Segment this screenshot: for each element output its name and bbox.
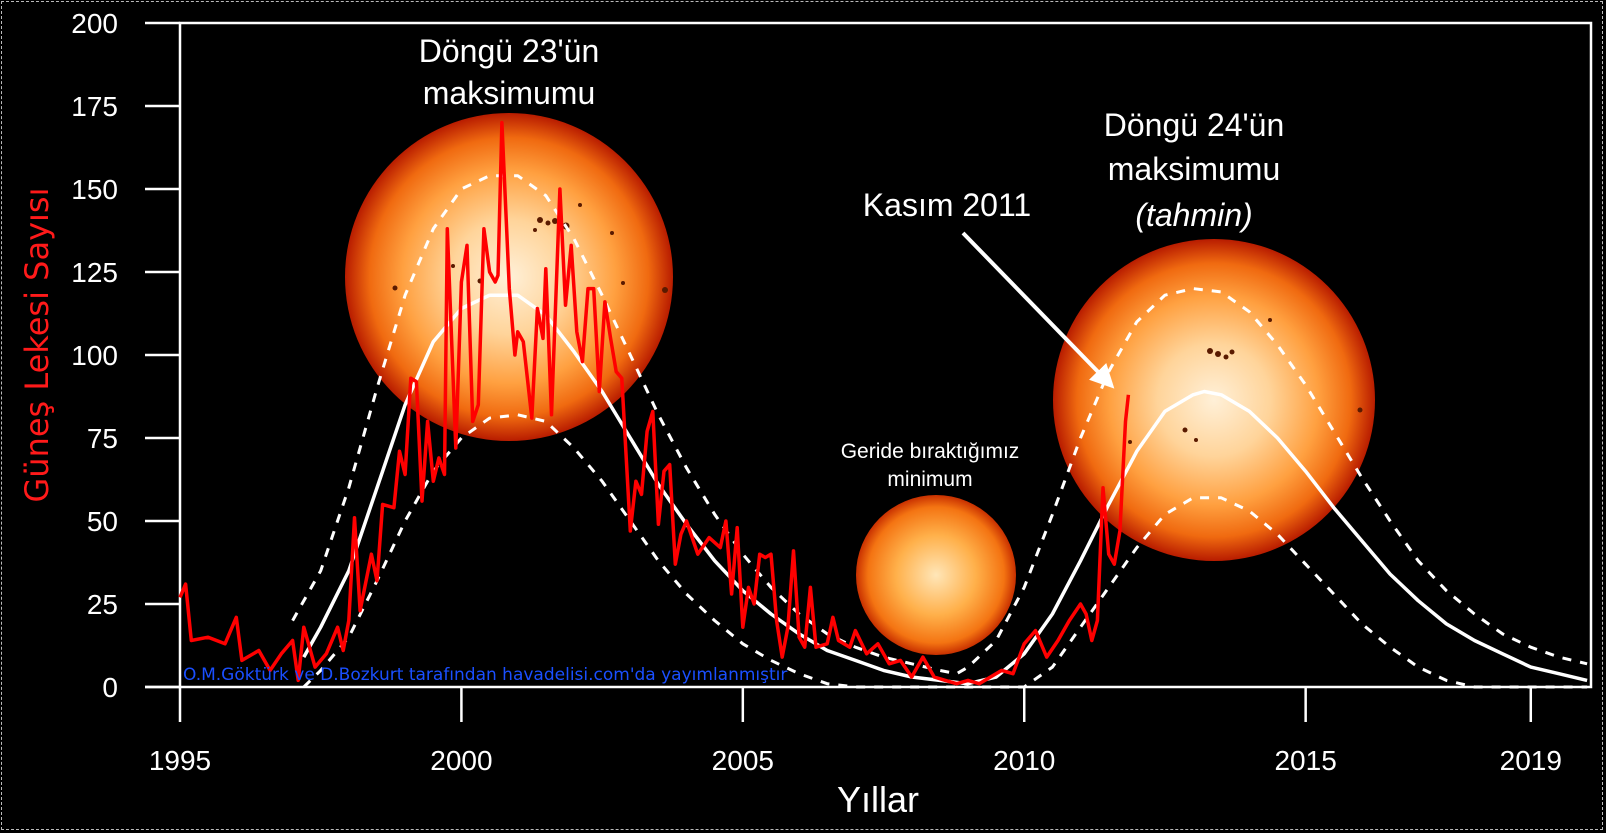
arrow-label: Kasım 2011 xyxy=(863,187,1031,223)
cycle24-label-line2: maksimumu xyxy=(1108,151,1280,187)
y-tick-label: 125 xyxy=(71,257,118,288)
cycle23-label-line1: Döngü 23'ün xyxy=(419,33,599,69)
cycle24-label-line1: Döngü 24'ün xyxy=(1104,107,1284,143)
series-line-solid-red xyxy=(178,120,1131,686)
y-axis-label: Güneş Lekesi Sayısı xyxy=(18,188,56,503)
y-tick-label: 200 xyxy=(71,8,118,39)
axes: 0 25 50 75 100 125 150 175 200 1995 2000 2005 2010 20… xyxy=(71,8,1593,776)
series-line-dashed-white xyxy=(302,413,1588,689)
sun-image-minimum xyxy=(856,495,1016,655)
minimum-label-line1: Geride bıraktığımız xyxy=(841,440,1020,463)
series-line-dashed-white xyxy=(291,174,1588,676)
cycle23-label-line2: maksimumu xyxy=(423,75,595,111)
y-tick-label: 150 xyxy=(71,174,118,205)
y-tick-label: 175 xyxy=(71,91,118,122)
arrow-annotation xyxy=(961,231,1115,389)
y-tick-label: 100 xyxy=(71,340,118,371)
cycle24-label-line3: (tahmin) xyxy=(1135,197,1252,233)
y-tick-label: 25 xyxy=(87,589,118,620)
sun-image-cycle24-max xyxy=(1053,239,1375,561)
minimum-label-line2: minimum xyxy=(887,468,972,491)
x-axis-label: Yıllar xyxy=(837,779,919,820)
x-tick-label: 2015 xyxy=(1274,745,1336,776)
y-tick-label: 0 xyxy=(102,672,118,703)
x-tick-label: 2019 xyxy=(1500,745,1562,776)
x-tick-label: 2000 xyxy=(430,745,492,776)
y-tick-label: 75 xyxy=(87,423,118,454)
series-layer xyxy=(178,120,1588,689)
watermark: O.M.Göktürk ve D.Bozkurt tarafından hava… xyxy=(183,665,787,685)
x-tick-label: 2010 xyxy=(993,745,1055,776)
x-tick-label: 1995 xyxy=(149,745,211,776)
x-tick-label: 2005 xyxy=(712,745,774,776)
y-tick-label: 50 xyxy=(87,506,118,537)
